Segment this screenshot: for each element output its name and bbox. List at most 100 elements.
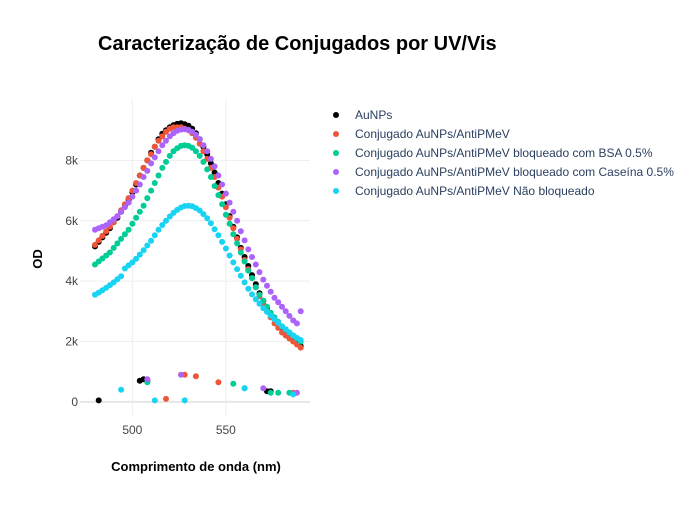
data-point xyxy=(264,308,270,315)
data-point xyxy=(163,217,169,224)
data-point xyxy=(140,247,147,254)
data-point xyxy=(192,148,199,155)
data-point xyxy=(230,208,237,215)
data-point xyxy=(290,391,297,398)
data-point xyxy=(211,163,218,170)
legend-label: Conjugado AuNPs/AntiPMeV xyxy=(355,127,510,141)
data-point xyxy=(215,232,222,239)
data-point xyxy=(293,320,300,327)
data-point xyxy=(241,279,248,286)
data-point xyxy=(215,379,222,386)
y-tick-label: 8k xyxy=(65,153,79,167)
data-point xyxy=(196,136,203,143)
data-point xyxy=(118,208,125,215)
data-point xyxy=(189,144,196,151)
data-point xyxy=(151,143,158,150)
data-point xyxy=(159,222,166,228)
data-point xyxy=(256,300,263,307)
data-point xyxy=(155,172,162,179)
data-point xyxy=(256,291,263,298)
data-point xyxy=(297,337,304,343)
data-point xyxy=(148,237,155,244)
data-point xyxy=(230,231,237,238)
data-point xyxy=(196,207,203,214)
data-point xyxy=(286,312,293,319)
y-tick-labels: 0 2k 4k 6k 8k xyxy=(65,153,79,409)
data-points xyxy=(92,120,304,404)
data-point xyxy=(267,288,274,295)
data-point xyxy=(118,386,125,393)
data-point xyxy=(136,251,143,258)
data-point xyxy=(234,217,241,224)
data-point xyxy=(133,187,140,194)
data-point xyxy=(215,192,222,199)
data-point xyxy=(260,276,267,283)
data-point xyxy=(196,152,203,159)
data-point xyxy=(133,214,140,221)
legend-marker xyxy=(333,150,339,156)
data-point xyxy=(252,296,259,303)
data-point xyxy=(151,180,158,186)
data-point xyxy=(297,344,304,351)
data-point xyxy=(118,235,125,242)
data-point xyxy=(155,226,162,233)
y-tick-label: 2k xyxy=(65,335,79,349)
data-point xyxy=(264,282,270,289)
data-point xyxy=(245,246,252,253)
x-tick-label: 500 xyxy=(122,423,142,437)
data-point xyxy=(234,240,241,247)
data-point xyxy=(92,241,98,248)
data-point xyxy=(252,284,259,291)
data-point xyxy=(219,181,226,188)
data-point xyxy=(226,252,233,259)
data-point xyxy=(181,397,188,404)
data-point xyxy=(95,397,102,404)
chart-title: Caracterização de Conjugados por UV/Vis xyxy=(98,33,497,55)
legend-item[interactable]: Conjugado AuNPs/AntiPMeV xyxy=(333,127,510,141)
data-point xyxy=(271,294,278,301)
data-point xyxy=(204,148,211,155)
data-point xyxy=(245,285,252,292)
data-point xyxy=(279,303,285,310)
data-point xyxy=(222,211,229,218)
data-point xyxy=(204,215,211,222)
legend-item[interactable]: Conjugado AuNPs/AntiPMeV bloqueado com C… xyxy=(333,165,674,179)
data-point xyxy=(159,142,166,149)
data-point xyxy=(144,167,151,174)
legend: AuNPs Conjugado AuNPs/AntiPMeV Conjugado A… xyxy=(333,108,674,198)
legend-item[interactable]: Conjugado AuNPs/AntiPMeV bloqueado com B… xyxy=(333,146,653,160)
legend-item[interactable]: Conjugado AuNPs/AntiPMeV Não bloqueado xyxy=(333,184,595,198)
data-point xyxy=(207,220,214,227)
legend-label: Conjugado AuNPs/AntiPMeV Não bloqueado xyxy=(355,184,595,198)
data-point xyxy=(249,254,255,260)
data-point xyxy=(140,202,147,209)
data-point xyxy=(237,249,244,256)
data-point xyxy=(237,272,244,279)
data-point xyxy=(155,137,162,144)
data-point xyxy=(267,389,274,396)
data-point xyxy=(282,308,289,315)
y-axis-title: OD xyxy=(30,249,45,269)
data-point xyxy=(237,228,244,235)
data-point xyxy=(136,208,143,215)
legend-marker xyxy=(333,188,339,194)
data-point xyxy=(275,299,282,306)
data-point xyxy=(219,238,226,245)
legend-label: AuNPs xyxy=(355,108,392,122)
data-point xyxy=(230,380,237,387)
data-point xyxy=(260,305,267,312)
data-point xyxy=(222,245,229,252)
data-point xyxy=(125,226,132,233)
y-tick-label: 0 xyxy=(71,395,78,409)
data-point xyxy=(234,235,241,242)
series-1 xyxy=(92,120,304,404)
data-point xyxy=(163,137,169,144)
data-point xyxy=(159,164,166,171)
data-point xyxy=(211,183,218,189)
data-point xyxy=(230,225,237,232)
data-point xyxy=(267,312,274,319)
data-point xyxy=(215,172,222,179)
data-point xyxy=(155,148,162,155)
data-point xyxy=(163,158,169,165)
legend-item[interactable]: AuNPs xyxy=(333,108,392,122)
